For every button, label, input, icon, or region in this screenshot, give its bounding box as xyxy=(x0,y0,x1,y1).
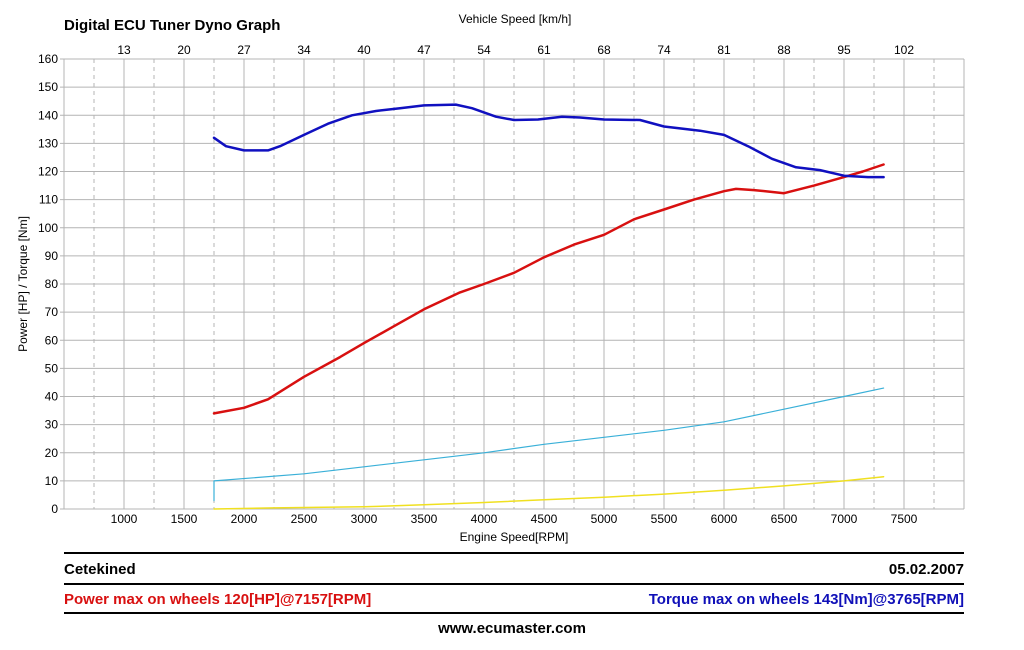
x2-tick-label: 27 xyxy=(237,43,251,57)
y-tick-label: 140 xyxy=(38,108,58,122)
top-axis-label: Vehicle Speed [km/h] xyxy=(458,12,572,26)
x2-tick-label: 68 xyxy=(597,43,611,57)
y-tick-label: 130 xyxy=(38,136,58,150)
y-axis-label: Power [HP] / Torque [Nm] xyxy=(16,216,30,352)
x2-tick-label: 47 xyxy=(417,43,431,57)
x-tick-label: 7000 xyxy=(831,512,858,526)
x2-tick-label: 74 xyxy=(657,43,671,57)
power-max-summary: Power max on wheels 120[HP]@7157[RPM] xyxy=(64,591,372,608)
x2-tick-label: 54 xyxy=(477,43,491,57)
x-tick-label: 5000 xyxy=(591,512,618,526)
x2-tick-label: 40 xyxy=(357,43,371,57)
yellow-trace-line xyxy=(213,475,885,510)
y-tick-label: 100 xyxy=(38,221,58,235)
x-axis-label: Engine Speed[RPM] xyxy=(460,530,569,544)
y-tick-label: 20 xyxy=(45,446,59,460)
y-tick-label: 80 xyxy=(45,277,59,291)
y-tick-label: 150 xyxy=(38,80,58,94)
x2-tick-label: 81 xyxy=(717,43,731,57)
x-tick-label: 2000 xyxy=(231,512,258,526)
dyno-date: 05.02.2007 xyxy=(888,561,964,578)
y-tick-label: 40 xyxy=(45,390,59,404)
power-line xyxy=(212,163,885,415)
footer-divider xyxy=(64,612,964,614)
x-tick-label: 1000 xyxy=(111,512,138,526)
y-tick-label: 50 xyxy=(45,361,59,375)
cyan-trace-line xyxy=(213,387,885,502)
y-tick-label: 90 xyxy=(45,249,59,263)
y-tick-label: 10 xyxy=(45,474,59,488)
torque-max-summary: Torque max on wheels 143[Nm]@3765[RPM] xyxy=(648,591,964,608)
x2-tick-label: 13 xyxy=(117,43,131,57)
y-tick-label: 60 xyxy=(45,333,59,347)
y-tick-label: 30 xyxy=(45,418,59,432)
x-tick-label: 1500 xyxy=(171,512,198,526)
x2-tick-label: 20 xyxy=(177,43,191,57)
x-tick-label: 4000 xyxy=(471,512,498,526)
x-tick-label: 6500 xyxy=(771,512,798,526)
website-link[interactable]: www.ecumaster.com xyxy=(438,620,586,637)
chart-title: Digital ECU Tuner Dyno Graph xyxy=(64,17,281,34)
x-tick-label: 2500 xyxy=(291,512,318,526)
x2-tick-label: 34 xyxy=(297,43,311,57)
x2-tick-label: 88 xyxy=(777,43,791,57)
y-tick-label: 110 xyxy=(39,193,58,207)
x2-tick-label: 102 xyxy=(894,43,914,57)
y-tick-label: 160 xyxy=(38,52,58,66)
x2-tick-label: 95 xyxy=(837,43,851,57)
x-tick-label: 6000 xyxy=(711,512,738,526)
footer-divider xyxy=(64,583,964,585)
y-tick-label: 70 xyxy=(45,305,59,319)
x-tick-label: 3500 xyxy=(411,512,438,526)
footer-divider xyxy=(64,552,964,554)
y-tick-label: 0 xyxy=(51,502,58,516)
x-tick-label: 4500 xyxy=(531,512,558,526)
torque-line xyxy=(212,103,885,179)
x-tick-label: 5500 xyxy=(651,512,678,526)
x-tick-label: 7500 xyxy=(891,512,918,526)
x-tick-label: 3000 xyxy=(351,512,378,526)
x2-tick-label: 61 xyxy=(537,43,551,57)
y-tick-label: 120 xyxy=(38,165,58,179)
vehicle-name: Cetekined xyxy=(64,561,136,578)
